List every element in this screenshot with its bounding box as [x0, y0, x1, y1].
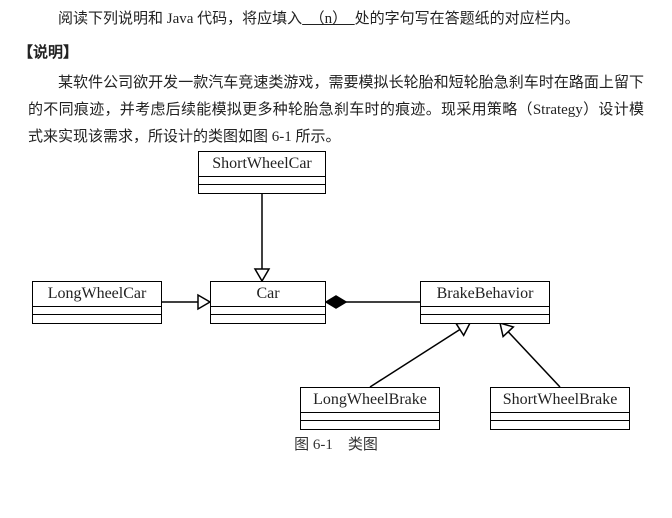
uml-class-name: LongWheelCar	[33, 282, 161, 307]
blank-n: （n）	[302, 11, 355, 27]
uml-class-name: LongWheelBrake	[301, 388, 439, 413]
uml-class-ShortWheelCar: ShortWheelCar	[198, 151, 326, 194]
line1a: 阅读下列说明和 Java 代码，将应填入	[58, 11, 302, 27]
line1c: 处的字句写在答题纸的对应栏内。	[355, 11, 580, 27]
uml-diagram: 图 6-1 类图 ShortWheelCar LongWheelCar Car Bra…	[0, 151, 672, 451]
uml-class-ShortWheelBrake: ShortWheelBrake	[490, 387, 630, 430]
uml-class-Car: Car	[210, 281, 326, 324]
section-heading: 【说明】	[0, 33, 672, 64]
uml-class-name: ShortWheelCar	[199, 152, 325, 177]
question-line-1: 阅读下列说明和 Java 代码，将应填入 （n） 处的字句写在答题纸的对应栏内。	[0, 0, 672, 33]
uml-class-name: ShortWheelBrake	[491, 388, 629, 413]
uml-class-LongWheelCar: LongWheelCar	[32, 281, 162, 324]
uml-class-name: Car	[211, 282, 325, 307]
uml-class-BrakeBehavior: BrakeBehavior	[420, 281, 550, 324]
uml-class-name: BrakeBehavior	[421, 282, 549, 307]
uml-class-LongWheelBrake: LongWheelBrake	[300, 387, 440, 430]
figure-caption: 图 6-1 类图	[0, 433, 672, 454]
description-paragraph: 某软件公司欲开发一款汽车竞速类游戏，需要模拟长轮胎和短轮胎急刹车时在路面上留下的…	[0, 64, 672, 151]
